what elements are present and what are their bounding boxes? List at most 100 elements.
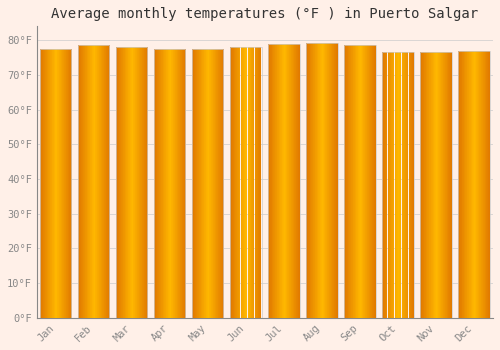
Bar xyxy=(196,49,197,318)
Bar xyxy=(253,47,254,318)
Bar xyxy=(217,49,218,318)
Bar xyxy=(141,47,142,318)
Bar xyxy=(256,47,257,318)
Bar xyxy=(425,52,426,318)
Bar xyxy=(99,46,100,318)
Bar xyxy=(90,46,91,318)
Bar xyxy=(215,49,216,318)
Bar xyxy=(404,52,406,318)
Bar xyxy=(410,52,411,318)
Bar xyxy=(182,49,183,318)
Bar xyxy=(331,43,332,318)
Bar xyxy=(61,49,62,318)
Bar xyxy=(270,44,271,318)
Bar xyxy=(268,44,269,318)
Bar xyxy=(299,44,300,318)
Bar xyxy=(296,44,297,318)
Bar xyxy=(58,49,59,318)
Bar xyxy=(346,46,347,318)
Bar xyxy=(358,46,359,318)
Bar xyxy=(471,51,472,318)
Bar xyxy=(487,51,488,318)
Bar xyxy=(232,47,233,318)
Bar xyxy=(286,44,287,318)
Bar xyxy=(406,52,407,318)
Bar xyxy=(160,49,162,318)
Bar xyxy=(307,43,308,318)
Bar xyxy=(168,49,169,318)
Bar xyxy=(92,46,93,318)
Bar xyxy=(282,44,283,318)
Bar xyxy=(147,47,148,318)
Bar xyxy=(231,47,232,318)
Bar xyxy=(209,49,210,318)
Bar xyxy=(288,44,290,318)
Bar xyxy=(145,47,146,318)
Bar xyxy=(79,46,80,318)
Bar xyxy=(120,47,122,318)
Bar xyxy=(368,46,369,318)
Bar xyxy=(171,49,172,318)
Bar xyxy=(392,52,393,318)
Bar xyxy=(44,49,46,318)
Bar xyxy=(133,47,134,318)
Bar xyxy=(259,47,260,318)
Bar xyxy=(360,46,361,318)
Bar xyxy=(87,46,88,318)
Bar xyxy=(52,49,53,318)
Bar xyxy=(146,47,147,318)
Bar xyxy=(238,47,239,318)
Bar xyxy=(84,46,85,318)
Bar xyxy=(442,52,444,318)
Bar xyxy=(48,49,49,318)
Bar xyxy=(466,51,468,318)
Bar xyxy=(401,52,402,318)
Bar xyxy=(192,49,224,318)
Bar xyxy=(124,47,125,318)
Bar xyxy=(465,51,466,318)
Bar xyxy=(459,51,460,318)
Bar xyxy=(166,49,167,318)
Bar xyxy=(424,52,425,318)
Bar xyxy=(207,49,208,318)
Bar xyxy=(332,43,333,318)
Bar xyxy=(460,51,461,318)
Bar xyxy=(409,52,410,318)
Bar xyxy=(397,52,398,318)
Bar xyxy=(432,52,433,318)
Bar xyxy=(279,44,280,318)
Bar xyxy=(428,52,430,318)
Bar xyxy=(470,51,471,318)
Bar xyxy=(185,49,186,318)
Bar xyxy=(184,49,185,318)
Bar xyxy=(322,43,323,318)
Bar xyxy=(172,49,174,318)
Bar xyxy=(422,52,423,318)
Bar xyxy=(421,52,422,318)
Bar xyxy=(248,47,249,318)
Bar xyxy=(221,49,222,318)
Bar xyxy=(472,51,473,318)
Bar xyxy=(257,47,258,318)
Bar xyxy=(234,47,235,318)
Bar xyxy=(384,52,385,318)
Bar xyxy=(70,49,71,318)
Bar xyxy=(412,52,413,318)
Bar xyxy=(396,52,397,318)
Bar xyxy=(352,46,354,318)
Bar xyxy=(393,52,394,318)
Bar xyxy=(272,44,273,318)
Bar xyxy=(489,51,490,318)
Bar xyxy=(40,49,41,318)
Bar xyxy=(436,52,437,318)
Bar xyxy=(57,49,58,318)
Bar xyxy=(437,52,438,318)
Bar xyxy=(482,51,484,318)
Bar xyxy=(488,51,489,318)
Bar xyxy=(41,49,42,318)
Bar xyxy=(136,47,138,318)
Bar xyxy=(198,49,200,318)
Bar xyxy=(310,43,311,318)
Bar xyxy=(348,46,349,318)
Bar xyxy=(298,44,299,318)
